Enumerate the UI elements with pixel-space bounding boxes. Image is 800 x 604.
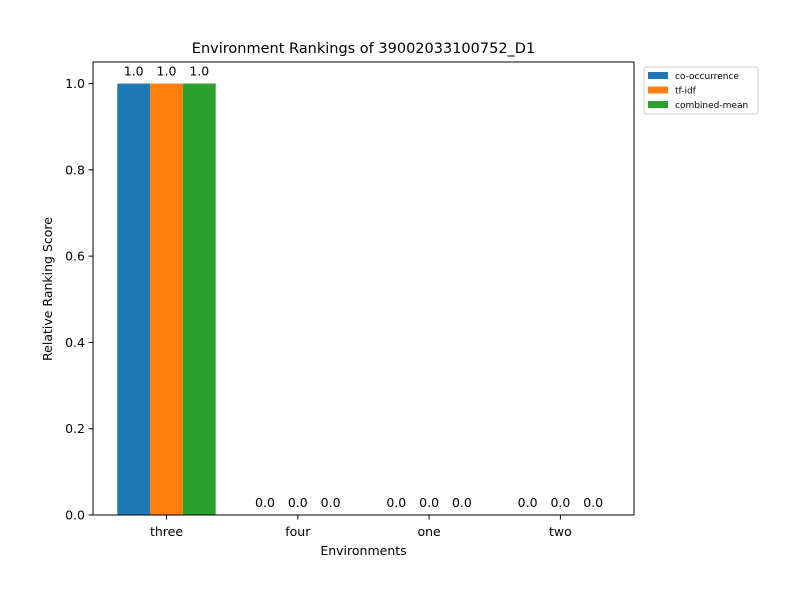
bar-tf-idf-three	[150, 83, 183, 515]
data-label: 0.0	[583, 495, 603, 510]
bars-layer: 1.0 0.0 0.0 0.0 1.0 0.0 0.0 0.0 1.0 0.0 0.0 0.0	[117, 64, 603, 515]
data-label: 0.0	[386, 495, 406, 510]
data-label: 0.0	[288, 495, 308, 510]
legend-frame	[643, 66, 759, 115]
data-label: 0.0	[550, 495, 570, 510]
bar-combined-mean-three	[182, 83, 216, 515]
x-tick-label: two	[549, 524, 572, 539]
legend-swatch-tf-idf	[648, 86, 668, 94]
y-tick-label: 1.0	[65, 76, 85, 91]
data-label: 1.0	[157, 64, 177, 79]
x-tick-label: three	[150, 524, 183, 539]
y-axis-label: Relative Ranking Score	[40, 217, 55, 361]
data-label: 0.0	[518, 495, 538, 510]
data-label: 0.0	[255, 495, 275, 510]
data-label: 0.0	[452, 495, 472, 510]
y-tick-label: 0.6	[65, 249, 85, 264]
data-label: 1.0	[124, 64, 144, 79]
data-label: 0.0	[321, 495, 341, 510]
y-tick-label: 0.0	[65, 508, 85, 523]
legend-swatch-co-occurrence	[648, 72, 668, 79]
legend-label-tf-idf: tf-idf	[675, 87, 697, 97]
legend-label-co-occurrence: co-occurrence	[675, 72, 739, 82]
legend-label-combined-mean: combined-mean	[675, 101, 748, 111]
data-label: 1.0	[189, 64, 209, 79]
plot-frame	[92, 61, 635, 516]
y-tick-label: 0.2	[65, 421, 85, 436]
bar-co-occurrence-three	[117, 83, 151, 515]
legend: co-occurrence tf-idf combined-mean	[643, 66, 759, 115]
x-tick-label: one	[417, 524, 441, 539]
axes-layer: 0.0 0.2 0.4 0.6 0.8 1.0 three four one two	[65, 61, 635, 539]
y-tick-label: 0.4	[65, 335, 85, 350]
x-axis-label: Environments	[320, 543, 406, 558]
legend-swatch-combined-mean	[648, 101, 668, 108]
data-label: 0.0	[419, 495, 439, 510]
x-tick-label: four	[285, 524, 311, 539]
y-tick-label: 0.8	[65, 162, 85, 177]
chart-title: Environment Rankings of 39002033100752_D…	[192, 41, 535, 57]
